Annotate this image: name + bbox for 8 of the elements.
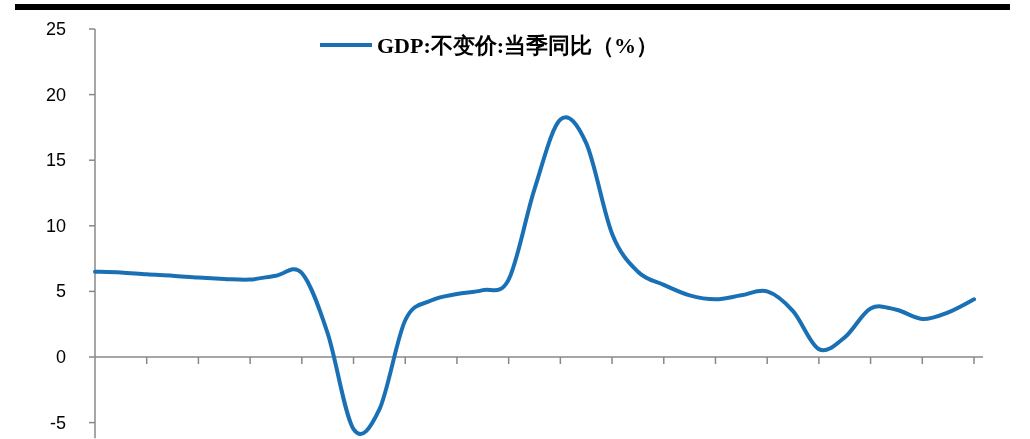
y-tick-label: 25 (45, 19, 66, 39)
y-tick-label: -5 (49, 412, 66, 433)
y-tick-label: 0 (55, 347, 66, 367)
legend-label: GDP:不变价:当季同比（%） (377, 33, 659, 58)
y-tick-label: 20 (45, 84, 66, 105)
y-tick-label: 10 (45, 215, 66, 236)
y-tick-label: 15 (45, 150, 66, 171)
y-tick-label: 5 (55, 281, 66, 302)
